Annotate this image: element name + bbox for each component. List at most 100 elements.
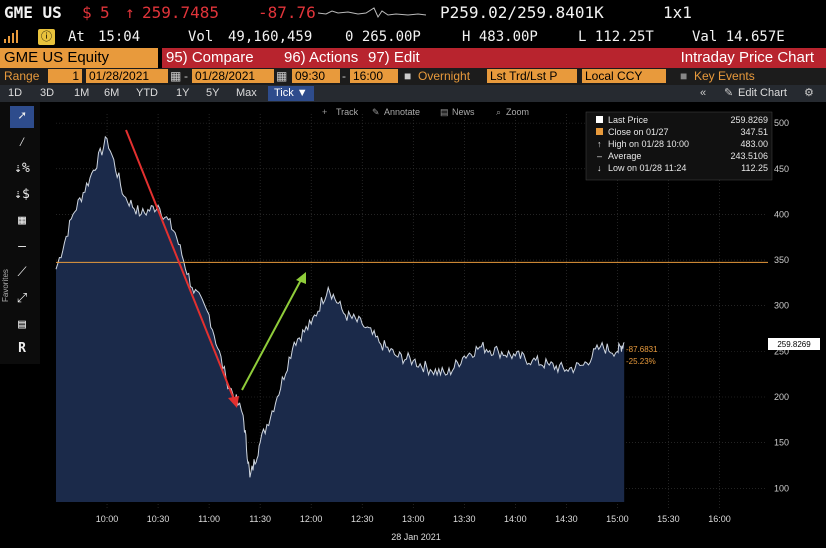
legend-label-low: Low on 01/28 11:24: [608, 163, 686, 173]
range-count-field[interactable]: 1: [48, 69, 82, 83]
price-change: -87.76: [258, 3, 316, 22]
table-icon[interactable]: ▦: [18, 213, 26, 228]
y-tick-label: 500: [774, 118, 789, 128]
fibonacci-icon[interactable]: ▤: [18, 317, 26, 332]
reset-icon[interactable]: R: [18, 341, 26, 356]
security-field[interactable]: GME US Equity: [0, 48, 158, 68]
x-tick-label: 12:00: [300, 514, 323, 524]
favorites-caption: Favorites: [1, 269, 10, 302]
calendar-icon[interactable]: ▦: [170, 69, 182, 83]
start-time-field[interactable]: 09:30: [292, 69, 340, 83]
edit-button[interactable]: 97) Edit: [364, 48, 440, 68]
last-price: 259.7485: [142, 3, 220, 22]
key-events-label: Key Events: [694, 69, 755, 83]
time-dash: -: [342, 69, 346, 83]
legend-value-average: 243.5106: [730, 151, 768, 161]
x-axis: 10:00 10:30 11:00 11:30 12:00 12:30 13:00 13:30…: [96, 514, 731, 524]
legend-label-close: Close on 01/27: [608, 127, 669, 137]
currency-symbol: $: [82, 3, 92, 22]
collapse-icon[interactable]: «: [700, 87, 707, 99]
pointer-icon[interactable]: ➚: [10, 106, 34, 128]
price-chart[interactable]: 100 150 200 250 300 350 400 450 500 10:00 10:30 11…: [40, 102, 826, 548]
key-events-checkbox[interactable]: ■: [680, 69, 688, 83]
high-price: H 483.00P: [462, 29, 538, 45]
zoom-button[interactable]: Zoom: [506, 107, 529, 117]
y-tick-label: 350: [774, 255, 789, 265]
last-price-tag-box: [768, 338, 820, 350]
at-time: 15:04: [98, 29, 141, 45]
overnight-checkbox[interactable]: ■: [404, 69, 412, 83]
menu-divider: [158, 48, 162, 68]
legend-box: [585, 111, 773, 181]
ticker-tick-count: 5: [100, 3, 110, 22]
x-tick-label: 10:30: [147, 514, 170, 524]
actions-button[interactable]: 96) Actions: [280, 48, 364, 68]
end-date-field[interactable]: 01/28/2021: [192, 69, 274, 83]
trend-line-icon[interactable]: ⟋: [17, 265, 27, 280]
calendar-icon[interactable]: ▦: [276, 69, 288, 83]
page-title: Intraday Price Chart: [440, 48, 826, 68]
legend-value-high: 483.00: [740, 139, 768, 149]
x-tick-label: 10:00: [96, 514, 119, 524]
bid-ask: P259.02/259.8401K: [440, 3, 604, 22]
y-tick-label: 100: [774, 483, 789, 493]
alert-icon[interactable]: ⓘ: [38, 29, 55, 45]
start-date-field[interactable]: 01/28/2021: [86, 69, 168, 83]
y-tick-label: 300: [774, 301, 789, 311]
x-tick-label: 15:00: [606, 514, 629, 524]
news-button[interactable]: News: [452, 107, 475, 117]
legend-label-high: High on 01/28 10:00: [608, 139, 689, 149]
range-dash: -: [184, 69, 188, 83]
drawing-toolbar: ➚ ⁄ ⇣% ⇣$ ▦ — ⟋ ⤢ ▤ R Favorites: [0, 102, 40, 364]
edit-chart-button[interactable]: Edit Chart: [738, 87, 787, 99]
volume-label: Vol: [188, 29, 214, 45]
tick-dropdown[interactable]: Tick ▼: [268, 86, 314, 101]
pencil-icon: ✎: [724, 87, 734, 99]
price-marker-icon[interactable]: ⇣$: [14, 187, 30, 202]
last-price-tag: 259.8269: [777, 340, 811, 349]
tab-5y[interactable]: 5Y: [206, 87, 220, 99]
track-icon[interactable]: +: [322, 107, 327, 117]
end-time-field[interactable]: 16:00: [350, 69, 398, 83]
zoom-icon[interactable]: ⌕: [496, 107, 501, 117]
legend-swatch-close: [596, 128, 603, 135]
x-tick-label: 14:00: [504, 514, 527, 524]
chart-legend: Last Price 259.8269 Close on 01/27 347.5…: [585, 111, 773, 181]
at-label: At: [68, 29, 85, 45]
ticker-bar: GME US $ 5 ↑ 259.7485 -87.76 P259.02/259…: [0, 0, 826, 26]
x-tick-label: 16:00: [708, 514, 731, 524]
legend-high-icon: ↑: [597, 139, 602, 149]
up-arrow-icon: ↑: [125, 3, 135, 22]
annotate-icon[interactable]: ✎: [372, 107, 380, 117]
legend-label-average: Average: [608, 151, 641, 161]
date-label: 28 Jan 2021: [391, 532, 441, 542]
tab-3d[interactable]: 3D: [40, 87, 55, 99]
tab-1y[interactable]: 1Y: [176, 87, 190, 99]
trade-type-select[interactable]: Lst Trd/Lst P: [487, 69, 577, 83]
legend-average-icon: –: [597, 151, 602, 161]
track-button[interactable]: Track: [336, 107, 359, 117]
legend-label-last: Last Price: [608, 115, 648, 125]
tab-ytd[interactable]: YTD: [136, 87, 158, 99]
tab-1m[interactable]: 1M: [74, 87, 90, 99]
ticker-symbol[interactable]: GME US: [4, 3, 62, 22]
percent-tag: -25.23%: [626, 357, 656, 366]
horizontal-line-icon[interactable]: —: [18, 239, 26, 254]
news-icon[interactable]: ▤: [440, 107, 449, 117]
stats-bar: ⓘ At 15:04 Vol 49,160,459 0 265.00P H 48…: [0, 26, 826, 48]
gear-icon[interactable]: ⚙: [804, 87, 814, 99]
currency-select[interactable]: Local CCY: [582, 69, 666, 83]
period-tabs: 1D 3D 1M 6M YTD 1Y 5Y Max Tick ▼ « ✎ Edi…: [0, 85, 826, 102]
tab-6m[interactable]: 6M: [104, 87, 120, 99]
ray-line-icon[interactable]: ⤢: [16, 291, 28, 306]
y-tick-label: 200: [774, 392, 789, 402]
legend-value-close: 347.51: [740, 127, 768, 137]
annotate-button[interactable]: Annotate: [384, 107, 420, 117]
range-label: Range: [4, 69, 40, 83]
legend-value-last: 259.8269: [730, 115, 768, 125]
line-draw-icon[interactable]: ⁄: [18, 135, 26, 150]
tab-1d[interactable]: 1D: [8, 87, 23, 99]
tab-max[interactable]: Max: [236, 87, 257, 99]
percent-marker-icon[interactable]: ⇣%: [14, 161, 30, 176]
compare-button[interactable]: 95) Compare: [162, 48, 280, 68]
